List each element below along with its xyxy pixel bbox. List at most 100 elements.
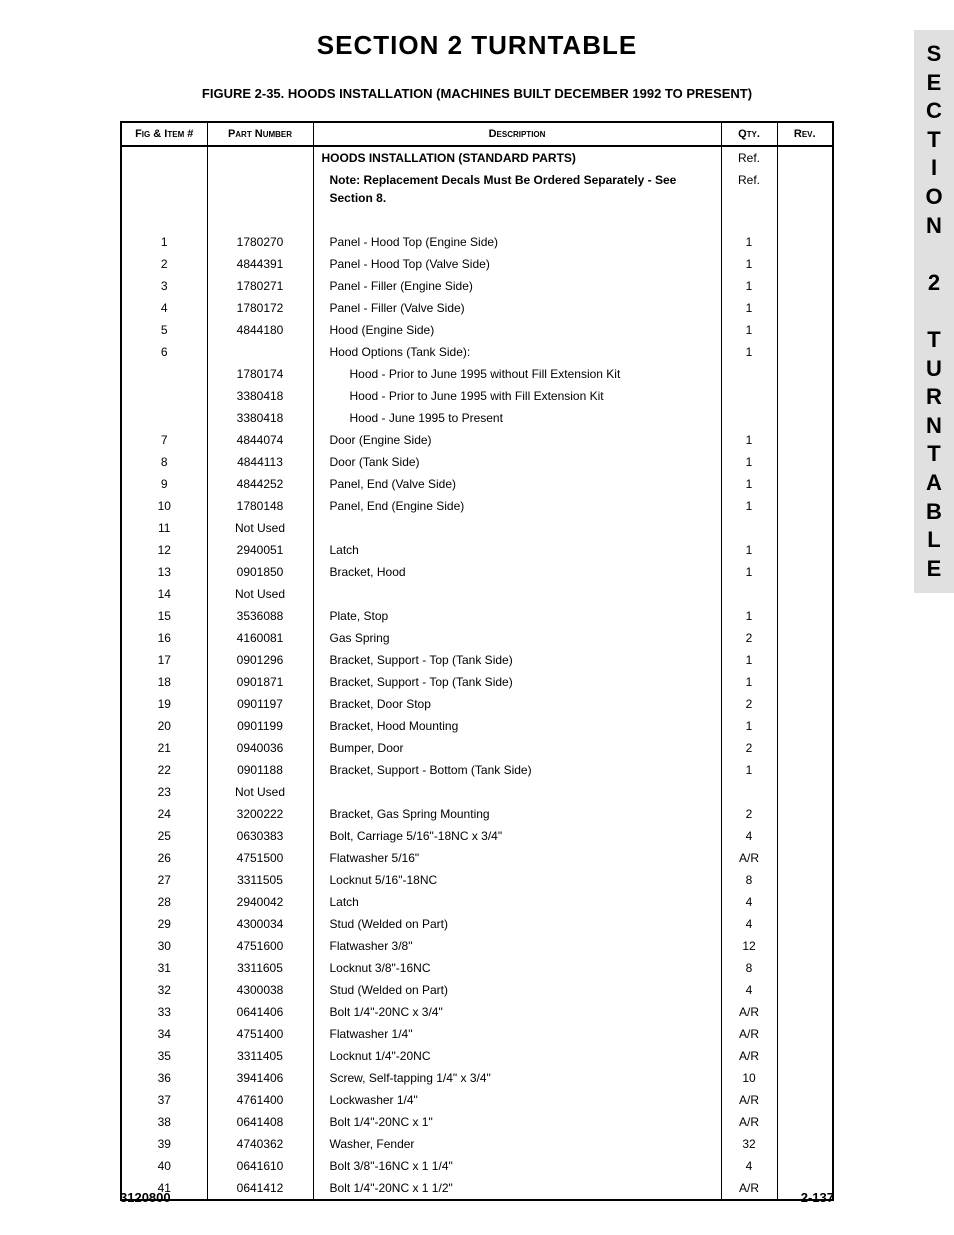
cell-part: 0901197 — [207, 693, 313, 715]
table-row: 400641610Bolt 3/8"-16NC x 1 1/4"4 — [121, 1155, 833, 1177]
cell-qty: 8 — [721, 957, 777, 979]
cell-fig: 14 — [121, 583, 207, 605]
cell-rev — [777, 693, 833, 715]
cell-fig: 18 — [121, 671, 207, 693]
cell-fig: 20 — [121, 715, 207, 737]
cell-fig: 27 — [121, 869, 207, 891]
cell-rev — [777, 451, 833, 473]
side-tab-char: C — [914, 97, 954, 126]
cell-rev — [777, 363, 833, 385]
table-row: 6Hood Options (Tank Side):1 — [121, 341, 833, 363]
cell-part: 4844391 — [207, 253, 313, 275]
cell-qty: 1 — [721, 759, 777, 781]
cell-part: 2940051 — [207, 539, 313, 561]
cell-fig: 6 — [121, 341, 207, 363]
cell-fig: 26 — [121, 847, 207, 869]
cell-rev — [777, 1155, 833, 1177]
table-row: 294300034Stud (Welded on Part)4 — [121, 913, 833, 935]
table-row: 380641408Bolt 1/4"-20NC x 1"A/R — [121, 1111, 833, 1133]
cell-part: 1780270 — [207, 231, 313, 253]
side-tab-char: T — [914, 126, 954, 155]
table-row: 210940036Bumper, Door2 — [121, 737, 833, 759]
cell-desc: Bolt 1/4"-20NC x 1" — [313, 1111, 721, 1133]
cell-rev — [777, 869, 833, 891]
cell-desc: Hood Options (Tank Side): — [313, 341, 721, 363]
cell-desc: Stud (Welded on Part) — [313, 913, 721, 935]
cell-qty: 1 — [721, 495, 777, 517]
header-desc: Description — [313, 122, 721, 146]
table-row: 243200222Bracket, Gas Spring Mounting2 — [121, 803, 833, 825]
table-row: 94844252Panel, End (Valve Side)1 — [121, 473, 833, 495]
cell-desc: Bracket, Gas Spring Mounting — [313, 803, 721, 825]
cell-qty: A/R — [721, 1045, 777, 1067]
cell-desc: Screw, Self-tapping 1/4" x 3/4" — [313, 1067, 721, 1089]
cell-part: 0901296 — [207, 649, 313, 671]
cell-qty: 4 — [721, 891, 777, 913]
cell-desc: Panel - Filler (Engine Side) — [313, 275, 721, 297]
cell-part: 4300038 — [207, 979, 313, 1001]
cell-rev — [777, 913, 833, 935]
cell-rev — [777, 583, 833, 605]
table-header-row: Fig & Item # Part Number Description Qty… — [121, 122, 833, 146]
cell-rev — [777, 341, 833, 363]
cell-qty: 1 — [721, 671, 777, 693]
cell-qty: 1 — [721, 297, 777, 319]
side-tab-char: T — [914, 440, 954, 469]
cell-fig: 9 — [121, 473, 207, 495]
table-row: 304751600Flatwasher 3/8"12 — [121, 935, 833, 957]
page-content: SECTION 2 TURNTABLE FIGURE 2-35. HOODS I… — [0, 0, 954, 1231]
table-row: 363941406Screw, Self-tapping 1/4" x 3/4"… — [121, 1067, 833, 1089]
cell-rev — [777, 253, 833, 275]
cell-desc: Panel, End (Valve Side) — [313, 473, 721, 495]
cell-rev — [777, 429, 833, 451]
header-rev: Rev. — [777, 122, 833, 146]
cell-part: 4751600 — [207, 935, 313, 957]
table-row: 54844180Hood (Engine Side)1 — [121, 319, 833, 341]
table-row: 122940051Latch1 — [121, 539, 833, 561]
cell-fig: 1 — [121, 231, 207, 253]
cell-part: 3200222 — [207, 803, 313, 825]
cell-rev — [777, 407, 833, 429]
cell-desc: Panel - Hood Top (Valve Side) — [313, 253, 721, 275]
cell-fig: 19 — [121, 693, 207, 715]
cell-desc: Bolt 3/8"-16NC x 1 1/4" — [313, 1155, 721, 1177]
cell-qty: 1 — [721, 253, 777, 275]
parts-table: Fig & Item # Part Number Description Qty… — [120, 121, 834, 1201]
cell-part: 1780174 — [207, 363, 313, 385]
cell-fig: 10 — [121, 495, 207, 517]
cell-part: 4844113 — [207, 451, 313, 473]
table-row: 11Not Used — [121, 517, 833, 539]
cell-qty: 1 — [721, 561, 777, 583]
cell-fig: 34 — [121, 1023, 207, 1045]
cell-desc: Flatwasher 1/4" — [313, 1023, 721, 1045]
side-tab-char: T — [914, 326, 954, 355]
table-row: 324300038Stud (Welded on Part)4 — [121, 979, 833, 1001]
cell-part: 0901850 — [207, 561, 313, 583]
side-tab-char — [914, 240, 954, 269]
cell-part: 0641408 — [207, 1111, 313, 1133]
cell-qty: 1 — [721, 429, 777, 451]
cell-rev — [777, 473, 833, 495]
cell-fig: 7 — [121, 429, 207, 451]
table-row: 130901850Bracket, Hood1 — [121, 561, 833, 583]
cell-fig — [121, 146, 207, 169]
cell-rev — [777, 209, 833, 231]
cell-fig: 5 — [121, 319, 207, 341]
cell-rev — [777, 715, 833, 737]
cell-qty — [721, 517, 777, 539]
cell-part: 1780172 — [207, 297, 313, 319]
cell-fig: 40 — [121, 1155, 207, 1177]
cell-qty: 4 — [721, 913, 777, 935]
table-row: 24844391Panel - Hood Top (Valve Side)1 — [121, 253, 833, 275]
cell-rev — [777, 605, 833, 627]
footer-left: 3120800 — [120, 1190, 171, 1205]
header-qty: Qty. — [721, 122, 777, 146]
cell-qty: 1 — [721, 605, 777, 627]
cell-fig — [121, 385, 207, 407]
cell-qty: 2 — [721, 737, 777, 759]
cell-part — [207, 146, 313, 169]
cell-desc — [313, 583, 721, 605]
cell-qty: A/R — [721, 1089, 777, 1111]
cell-part: 4751400 — [207, 1023, 313, 1045]
side-tab-char: E — [914, 555, 954, 584]
